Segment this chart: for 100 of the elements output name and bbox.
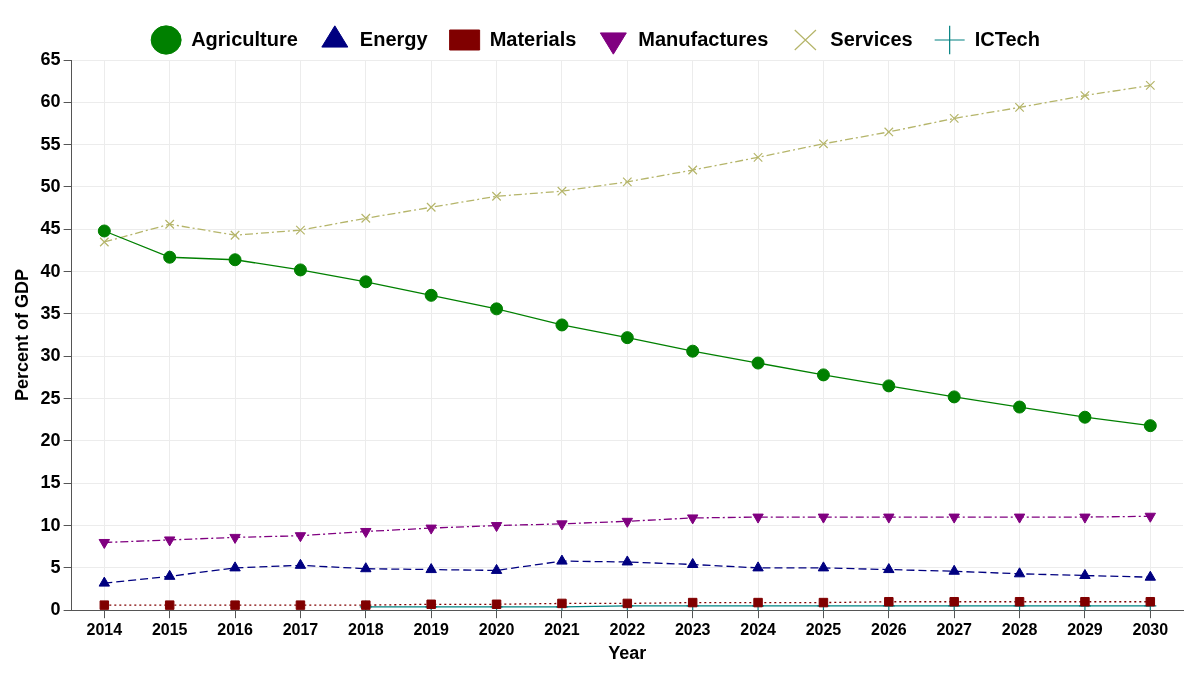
point (98, 576, 111, 587)
point (1080, 596, 1090, 607)
legend-label: Agriculture (191, 27, 298, 50)
point (293, 263, 307, 277)
point (230, 230, 240, 241)
x-tick-label: 2018 (348, 621, 384, 639)
point (751, 356, 765, 370)
point (620, 331, 634, 345)
point (622, 177, 633, 187)
point (229, 561, 241, 572)
x-tick-label: 2014 (86, 621, 123, 639)
y-tick-label: 65 (40, 48, 61, 69)
point (1143, 419, 1157, 433)
point (99, 237, 110, 247)
point (686, 514, 699, 525)
point (555, 318, 569, 332)
point (948, 513, 960, 524)
point (686, 557, 699, 568)
x-tick-label: 2023 (674, 621, 711, 639)
y-tick-label: 50 (40, 175, 61, 196)
point (1078, 410, 1092, 424)
y-tick-label: 25 (40, 387, 61, 408)
y-tick-label: 5 (50, 556, 61, 577)
point (949, 596, 959, 607)
point (164, 600, 175, 610)
point (295, 600, 306, 610)
point (426, 202, 437, 213)
y-tick-label: 0 (50, 599, 61, 620)
point (1145, 80, 1156, 91)
point (1080, 90, 1090, 101)
legend-label: Services (830, 27, 913, 50)
point (947, 390, 961, 404)
point (99, 600, 110, 610)
y-tick-label: 40 (40, 260, 61, 281)
point (1013, 513, 1026, 524)
x-tick-label: 2024 (740, 621, 776, 639)
point (752, 561, 764, 572)
x-tick-label: 2020 (478, 621, 515, 639)
point (294, 558, 307, 569)
point (228, 253, 242, 267)
point (491, 191, 502, 202)
x-tick-label: 2016 (217, 621, 253, 639)
point (163, 250, 177, 264)
point (882, 379, 896, 393)
legend-label: Materials (489, 27, 577, 50)
point (490, 302, 504, 316)
y-tick-label: 35 (40, 302, 61, 323)
point (818, 138, 829, 149)
y-tick-label: 15 (40, 472, 61, 493)
point (295, 225, 306, 235)
point (163, 569, 176, 580)
y-tick-label: 20 (40, 429, 61, 450)
point (556, 520, 568, 531)
point (1013, 400, 1027, 414)
point (621, 517, 634, 528)
point (360, 562, 372, 573)
y-axis-title: Percent of GDP (11, 269, 32, 402)
x-tick-label: 2019 (413, 621, 450, 639)
x-tick-label: 2022 (609, 621, 646, 639)
x-tick-label: 2027 (936, 621, 973, 639)
point (883, 513, 895, 524)
point (1013, 567, 1026, 578)
x-tick-label: 2025 (805, 621, 842, 639)
point (230, 600, 240, 610)
x-tick-label: 2021 (544, 621, 580, 639)
point (1014, 596, 1025, 607)
point (360, 213, 371, 224)
point (1079, 513, 1091, 524)
y-tick-label: 45 (40, 218, 61, 239)
x-tick-label: 2017 (282, 621, 319, 639)
point (1144, 512, 1157, 523)
point (752, 513, 764, 524)
point (817, 561, 830, 572)
point (163, 536, 176, 547)
point (621, 555, 634, 566)
point (556, 554, 568, 565)
x-tick-label: 2015 (151, 621, 188, 639)
point (490, 563, 503, 574)
point (1014, 102, 1025, 113)
legend-label: Manufactures (638, 27, 769, 50)
point (686, 344, 700, 358)
point (753, 152, 763, 163)
y-tick-label: 10 (40, 514, 61, 535)
point (1145, 596, 1156, 607)
point (425, 524, 437, 535)
point (98, 538, 111, 549)
y-tick-label: 55 (40, 133, 61, 154)
x-tick-label: 2026 (871, 621, 907, 639)
x-tick-label: 2030 (1132, 621, 1169, 639)
point (1079, 569, 1091, 579)
legend-label: Energy (359, 27, 429, 50)
point (164, 219, 175, 230)
legend-label: ICTech (974, 27, 1040, 50)
x-tick-label: 2029 (1067, 621, 1103, 639)
point (883, 563, 895, 574)
point (557, 186, 567, 197)
point (425, 563, 437, 574)
point (424, 288, 438, 302)
point (229, 533, 241, 544)
y-tick-label: 30 (40, 345, 61, 366)
